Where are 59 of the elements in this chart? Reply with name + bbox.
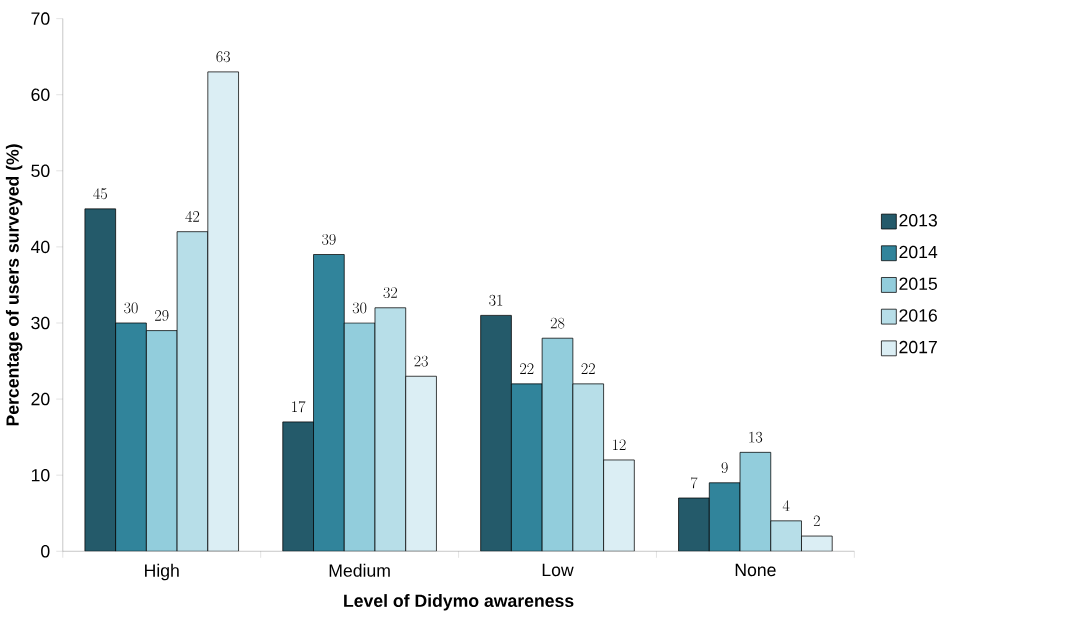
data-label: 30 bbox=[124, 302, 138, 314]
data-label: 45 bbox=[93, 187, 107, 199]
legend-label: 2013 bbox=[899, 213, 937, 227]
legend-label: 2016 bbox=[899, 308, 937, 322]
bar bbox=[603, 459, 635, 552]
bar bbox=[801, 535, 833, 552]
bar bbox=[343, 322, 376, 552]
x-axis-title: Level of Didymo awareness bbox=[344, 593, 574, 611]
bar bbox=[770, 520, 802, 552]
bar bbox=[115, 322, 147, 552]
x-tick-label: High bbox=[145, 563, 179, 581]
y-axis-title: Percentage of users surveyed (%) bbox=[5, 144, 23, 426]
bar bbox=[282, 421, 314, 552]
data-label: 9 bbox=[721, 462, 728, 473]
y-tick-label: 40 bbox=[31, 240, 50, 253]
y-tick-label: 50 bbox=[31, 164, 50, 177]
data-label: 13 bbox=[749, 431, 763, 443]
bar bbox=[84, 208, 116, 552]
data-label: 28 bbox=[550, 317, 565, 329]
data-label: 30 bbox=[352, 302, 367, 314]
y-tick-label: 30 bbox=[31, 316, 50, 330]
x-tick-label: Low bbox=[542, 563, 574, 576]
data-label: 12 bbox=[613, 439, 626, 450]
bar bbox=[708, 482, 741, 552]
bar bbox=[207, 71, 239, 552]
data-label: 22 bbox=[581, 363, 595, 374]
data-label: 29 bbox=[155, 309, 169, 321]
legend-label: 2014 bbox=[899, 245, 938, 259]
data-label: 22 bbox=[520, 363, 534, 374]
x-tick-label: None bbox=[735, 563, 776, 576]
bar bbox=[480, 314, 512, 552]
data-label: 39 bbox=[322, 233, 336, 245]
data-label: 32 bbox=[383, 287, 398, 298]
data-label: 7 bbox=[690, 477, 698, 489]
bar bbox=[541, 337, 574, 552]
bar bbox=[313, 253, 345, 552]
y-tick-label: 0 bbox=[41, 544, 50, 558]
data-label: 4 bbox=[782, 499, 790, 511]
y-tick-label: 20 bbox=[31, 392, 50, 406]
data-label: 23 bbox=[414, 355, 428, 367]
x-tick-label: Medium bbox=[329, 563, 390, 577]
legend-label: 2015 bbox=[899, 277, 938, 290]
bar bbox=[739, 451, 772, 552]
data-label: 31 bbox=[489, 294, 503, 306]
bar bbox=[176, 231, 209, 552]
data-label: 63 bbox=[216, 51, 230, 62]
data-label: 2 bbox=[813, 515, 820, 526]
bar bbox=[145, 330, 178, 552]
bar bbox=[511, 383, 543, 552]
legend-label: 2017 bbox=[899, 340, 937, 354]
data-label: 17 bbox=[292, 400, 306, 413]
y-tick-label: 70 bbox=[31, 12, 50, 25]
bar bbox=[678, 497, 710, 552]
bar bbox=[374, 307, 407, 552]
data-label: 42 bbox=[185, 210, 200, 222]
bar bbox=[572, 383, 604, 552]
y-tick-label: 10 bbox=[31, 468, 50, 482]
y-tick-label: 60 bbox=[31, 88, 50, 101]
bar bbox=[405, 375, 437, 552]
